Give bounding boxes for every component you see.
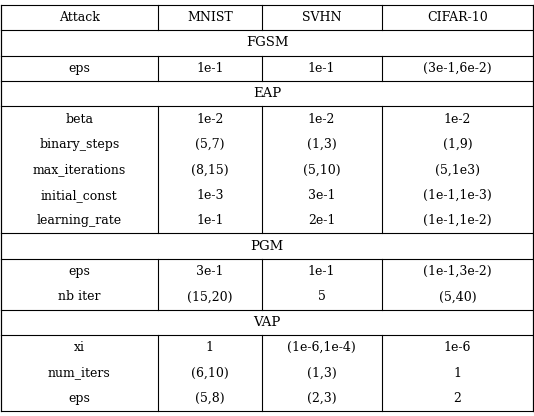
Text: (5,7): (5,7) [195, 138, 224, 151]
Text: (1e-1,1e-2): (1e-1,1e-2) [423, 214, 492, 227]
Text: nb iter: nb iter [58, 290, 100, 303]
Text: FGSM: FGSM [246, 37, 288, 50]
Text: EAP: EAP [253, 87, 281, 100]
Text: 1: 1 [206, 341, 214, 354]
Text: xi: xi [74, 341, 85, 354]
Text: 1e-1: 1e-1 [308, 62, 335, 75]
Text: (15,20): (15,20) [187, 290, 232, 303]
Text: 1e-3: 1e-3 [196, 189, 224, 202]
Text: 1e-1: 1e-1 [196, 214, 224, 227]
Text: 1e-1: 1e-1 [308, 265, 335, 278]
Text: num_iters: num_iters [48, 366, 111, 379]
Text: 3e-1: 3e-1 [308, 189, 335, 202]
Text: 1: 1 [453, 366, 461, 379]
Text: MNIST: MNIST [187, 11, 233, 24]
Text: (5,8): (5,8) [195, 392, 225, 405]
Text: 1e-2: 1e-2 [308, 113, 335, 126]
Text: initial_const: initial_const [41, 189, 117, 202]
Text: eps: eps [68, 62, 90, 75]
Text: 1e-2: 1e-2 [444, 113, 471, 126]
Text: CIFAR-10: CIFAR-10 [427, 11, 488, 24]
Text: (5,40): (5,40) [438, 290, 476, 303]
Text: (2,3): (2,3) [307, 392, 336, 405]
Text: VAP: VAP [253, 316, 281, 329]
Text: (3e-1,6e-2): (3e-1,6e-2) [423, 62, 492, 75]
Text: binary_steps: binary_steps [39, 138, 120, 151]
Text: eps: eps [68, 265, 90, 278]
Text: (1,9): (1,9) [443, 138, 472, 151]
Text: (6,10): (6,10) [191, 366, 229, 379]
Text: (5,1e3): (5,1e3) [435, 163, 480, 176]
Text: PGM: PGM [250, 240, 284, 253]
Text: learning_rate: learning_rate [37, 214, 122, 227]
Text: (8,15): (8,15) [191, 163, 229, 176]
Text: SVHN: SVHN [302, 11, 341, 24]
Text: (5,10): (5,10) [303, 163, 340, 176]
Text: eps: eps [68, 392, 90, 405]
Text: beta: beta [65, 113, 93, 126]
Text: (1e-6,1e-4): (1e-6,1e-4) [287, 341, 356, 354]
Text: (1e-1,1e-3): (1e-1,1e-3) [423, 189, 492, 202]
Text: 1e-1: 1e-1 [196, 62, 224, 75]
Text: 1e-2: 1e-2 [196, 113, 223, 126]
Text: (1e-1,3e-2): (1e-1,3e-2) [423, 265, 492, 278]
Text: max_iterations: max_iterations [33, 163, 126, 176]
Text: 2: 2 [453, 392, 461, 405]
Text: (1,3): (1,3) [307, 366, 336, 379]
Text: 2e-1: 2e-1 [308, 214, 335, 227]
Text: 3e-1: 3e-1 [196, 265, 224, 278]
Text: Attack: Attack [59, 11, 100, 24]
Text: 1e-6: 1e-6 [444, 341, 471, 354]
Text: 5: 5 [318, 290, 326, 303]
Text: (1,3): (1,3) [307, 138, 336, 151]
